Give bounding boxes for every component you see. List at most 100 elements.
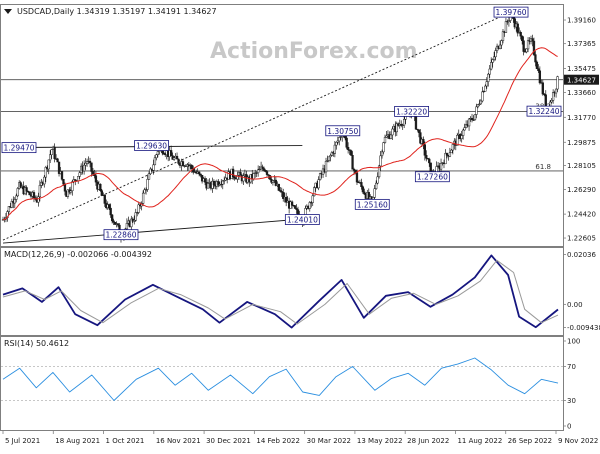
candle-body — [169, 150, 173, 156]
price-axis-label: 1.33660 — [567, 89, 596, 97]
candle-body — [525, 48, 528, 53]
x-axis-label: 1 Oct 2021 — [106, 437, 145, 445]
candle-body — [56, 158, 59, 163]
candle-body — [485, 81, 488, 87]
candle-body — [513, 18, 516, 28]
macd-line — [2, 254, 559, 329]
candle-body — [143, 189, 146, 194]
candle-body — [63, 183, 67, 192]
candle-body — [416, 128, 419, 130]
candle-body — [171, 155, 174, 160]
watermark: ActionForex.com — [210, 39, 418, 64]
candle-body — [60, 171, 64, 180]
candle-body — [482, 91, 485, 93]
candle-body — [19, 182, 22, 188]
candle-body — [462, 129, 465, 136]
candle-body — [90, 162, 93, 172]
candle-body — [265, 171, 269, 175]
candle-body — [382, 142, 385, 153]
candle-body — [203, 178, 207, 183]
candle-body — [84, 162, 87, 166]
candle-body — [375, 182, 378, 189]
candle-body — [531, 38, 534, 42]
candle-body — [311, 195, 314, 203]
candle-body — [242, 175, 245, 182]
candle-body — [445, 153, 449, 156]
candle-body — [146, 179, 149, 190]
candle-body — [257, 169, 260, 174]
candle-body — [62, 179, 65, 185]
candle-body — [236, 175, 239, 180]
candle-body — [556, 76, 559, 90]
candle-body — [355, 172, 359, 183]
price-annotation-box — [1, 142, 37, 154]
candle-body — [88, 160, 92, 164]
macd-layer — [2, 254, 559, 329]
price-axis-label: 1.31770 — [567, 114, 596, 122]
candle-body — [74, 179, 77, 181]
candle-body — [53, 146, 56, 159]
collapse-arrow-icon[interactable] — [4, 9, 12, 14]
candle-body — [217, 181, 220, 186]
price-annotation-label: 1.29630 — [136, 142, 167, 151]
candle-body — [296, 209, 300, 215]
candle-body — [220, 183, 223, 186]
candle-body — [262, 168, 266, 171]
candle-body — [425, 155, 428, 159]
candle-body — [71, 181, 74, 191]
price-annotation-box — [493, 6, 529, 18]
candle-body — [32, 192, 36, 199]
candle-body — [345, 137, 348, 148]
candle-body — [487, 73, 490, 82]
candle-body — [10, 201, 13, 208]
candle-body — [473, 114, 477, 121]
candle-body — [456, 135, 459, 146]
candle-body — [444, 153, 447, 165]
x-axis-label: 16 Nov 2021 — [156, 437, 201, 445]
candle-body — [439, 163, 443, 170]
x-axis-label: 26 Sep 2022 — [508, 437, 552, 445]
candle-body — [317, 179, 320, 189]
macd-panel-frame — [0, 247, 564, 336]
candle-body — [57, 161, 61, 174]
rsi-panel-title: RSI(14) 50.4612 — [4, 339, 69, 348]
candle-body — [69, 190, 72, 193]
candle-body — [231, 168, 235, 177]
price-annotation-label: 1.29470 — [3, 144, 34, 153]
candle-body — [488, 68, 491, 75]
candle-body — [206, 183, 210, 189]
candle-body — [26, 190, 30, 193]
candle-body — [339, 136, 342, 138]
rsi-panel-frame — [0, 336, 564, 431]
price-axis-label: 1.24420 — [567, 211, 596, 219]
x-axis-label: 9 Nov 2022 — [558, 437, 598, 445]
candle-body — [137, 204, 140, 213]
candle-body — [267, 174, 270, 176]
price-annotation-box — [354, 198, 390, 210]
x-axis-label: 30 Mar 2022 — [307, 437, 351, 445]
candle-body — [423, 144, 426, 156]
candle-body — [264, 170, 267, 172]
candle-body — [274, 179, 278, 186]
current-price-label: 1.34627 — [567, 77, 596, 85]
candle-body — [363, 191, 366, 195]
candle-body — [426, 158, 429, 160]
candle-body — [233, 176, 236, 179]
candle-body — [43, 176, 46, 185]
candle-body — [156, 151, 160, 155]
price-axis-label: 1.35475 — [567, 65, 596, 73]
candle-body — [258, 168, 261, 171]
x-axis-label: 11 Aug 2022 — [457, 437, 502, 445]
rsi-line — [2, 357, 559, 401]
price-annotation-label: 1.32240 — [528, 107, 559, 116]
candle-body — [141, 192, 145, 204]
candle-body — [28, 191, 31, 196]
candle-body — [282, 192, 285, 199]
candle-body — [451, 144, 454, 151]
candle-body — [85, 161, 89, 164]
candle-body — [279, 190, 282, 192]
candle-body — [414, 115, 418, 130]
candle-body — [385, 135, 388, 138]
